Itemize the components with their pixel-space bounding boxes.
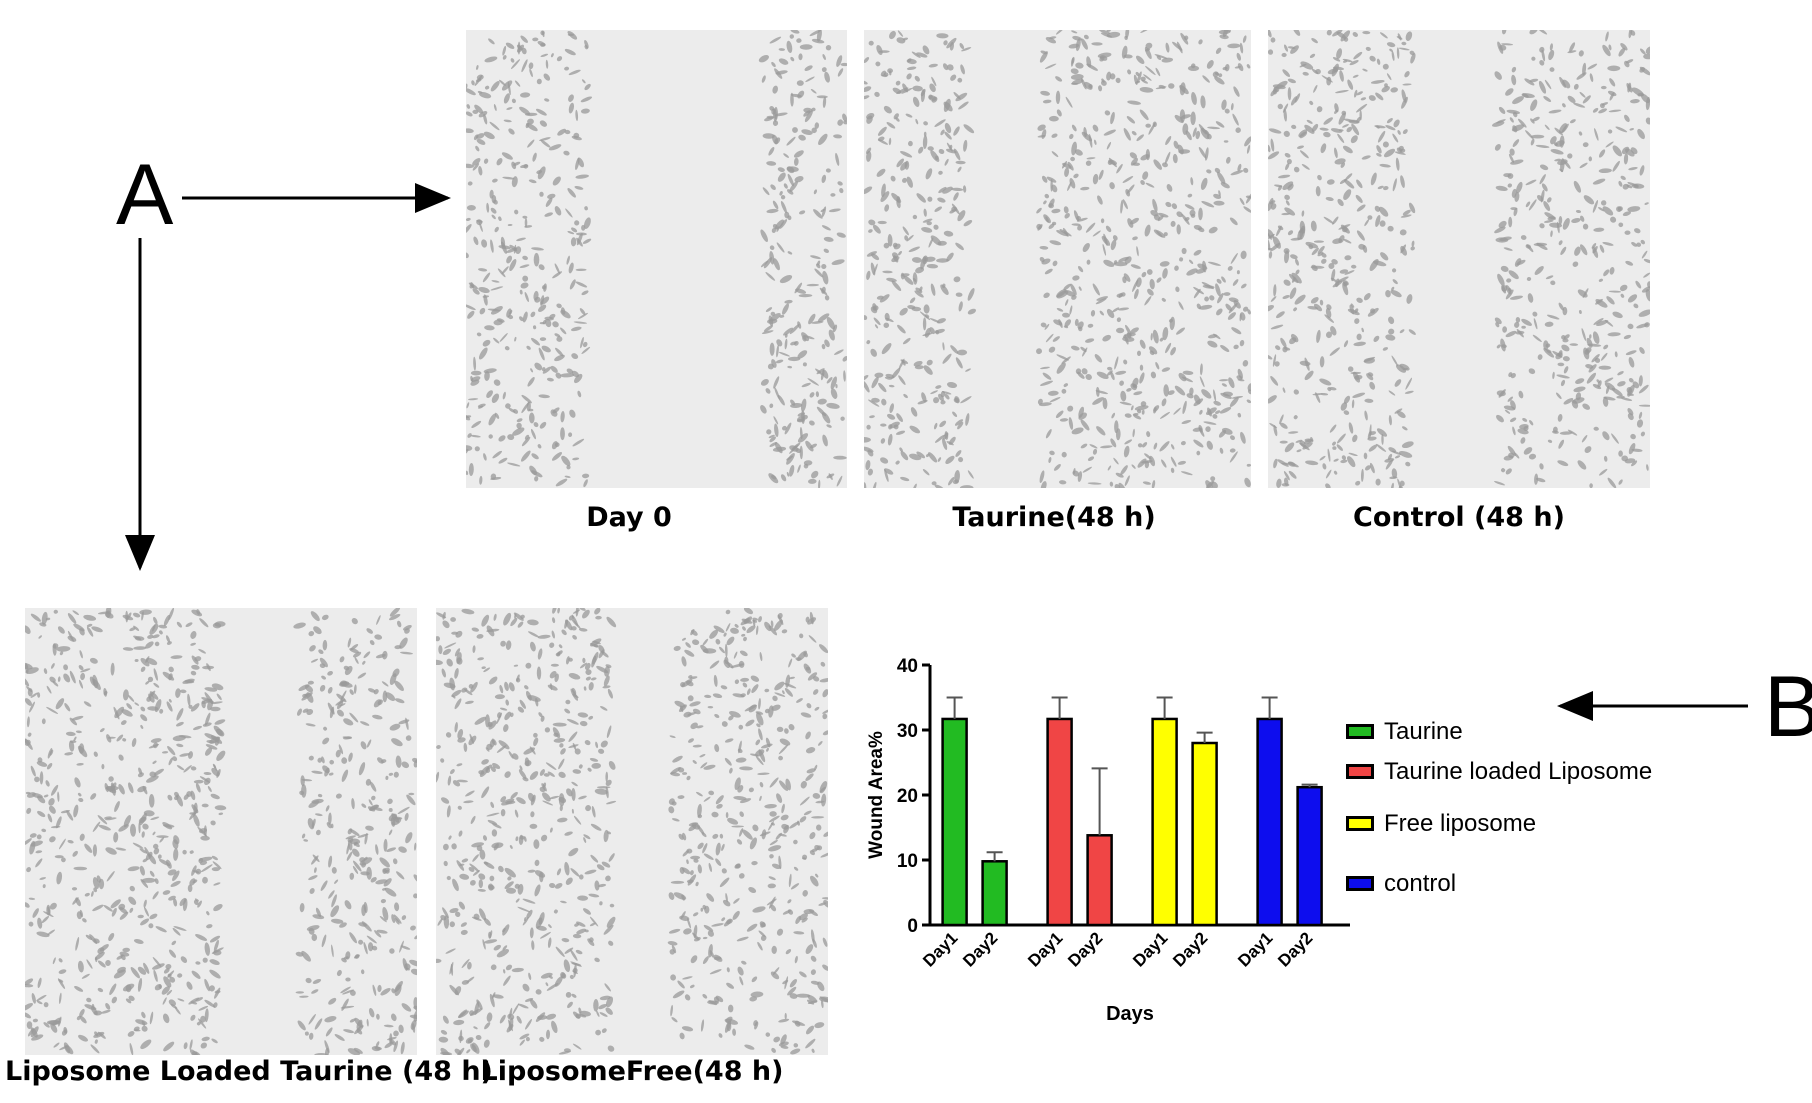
micrograph-taurine-image [864,30,1251,488]
legend-item-free-liposome: Free liposome [1346,810,1537,838]
x-axis-title: Days [1106,1003,1154,1025]
micrograph-day0-image [466,30,847,488]
micrograph-lip-loaded [25,608,417,1055]
legend-swatch-control [1346,876,1374,891]
x-tick-label: Day1 [1024,928,1066,970]
micrograph-lip-loaded-image [25,608,417,1055]
cell-texture [466,30,847,488]
y-axis-title: Wound Area% [866,731,887,859]
legend-swatch-taurine [1346,724,1374,739]
panel-label-b: B [1764,659,1812,755]
x-tick-label: Day1 [1129,928,1171,970]
legend-label-taurine-loaded-liposome: Taurine loaded Liposome [1384,758,1653,785]
micrograph-control [1268,30,1650,488]
legend-swatch-taurine-loaded-liposome [1346,764,1374,779]
legend-label-free-liposome: Free liposome [1384,810,1537,837]
micrograph-lip-free [436,608,828,1055]
legend-label-control: control [1384,870,1457,897]
caption-control: Control (48 h) [1353,502,1565,533]
x-tick-label: Day1 [919,928,961,970]
caption-lip-free: LiposomeFree(48 h) [480,1056,784,1087]
x-tick-label: Day2 [1274,928,1316,970]
x-tick-label: Day2 [1169,928,1211,970]
bar-control-day2 [1296,785,1323,927]
legend-item-taurine-loaded-liposome: Taurine loaded Liposome [1346,758,1653,786]
legend-item-taurine: Taurine [1346,718,1463,746]
cell-texture [436,608,828,1055]
cell-texture [1268,30,1650,488]
x-tick-label: Day1 [1234,928,1276,970]
cell-texture [864,30,1251,488]
micrograph-control-image [1268,30,1650,488]
bar-taurine-loaded-liposome-day2 [1086,834,1113,927]
bar-taurine-day2 [981,860,1008,927]
bar-taurine-day1 [941,717,968,927]
bar-free-liposome-day1 [1151,717,1178,927]
y-tick-label: 30 [897,721,918,742]
legend-label-taurine: Taurine [1384,718,1463,745]
x-tick-label: Day2 [959,928,1001,970]
caption-lip-loaded: Liposome Loaded Taurine (48 h) [5,1056,493,1087]
y-tick-label: 20 [897,786,918,807]
y-tick-label: 10 [897,851,918,872]
legend-item-control: control [1346,870,1457,898]
y-tick-label: 40 [897,656,918,677]
micrograph-day0 [466,30,847,488]
panel-label-a: A [116,147,174,243]
y-tick-label: 0 [907,916,918,937]
cell-texture [25,608,417,1055]
bar-free-liposome-day2 [1191,741,1218,927]
caption-day0: Day 0 [586,502,672,533]
micrograph-lip-free-image [436,608,828,1055]
micrograph-taurine [864,30,1251,488]
legend-swatch-free-liposome [1346,816,1374,831]
caption-taurine: Taurine(48 h) [952,502,1156,533]
x-tick-label: Day2 [1064,928,1106,970]
bar-control-day1 [1256,717,1283,927]
bar-taurine-loaded-liposome-day1 [1046,717,1073,927]
